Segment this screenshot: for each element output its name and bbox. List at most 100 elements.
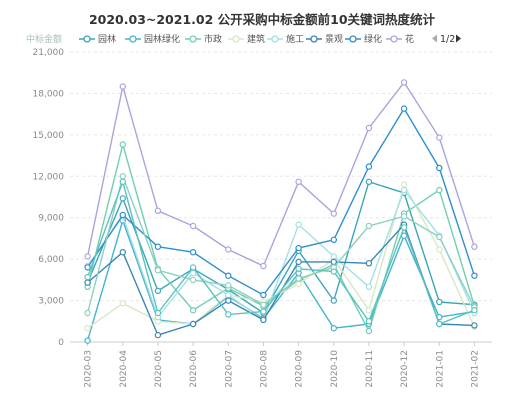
legend-item[interactable]: 施工 <box>267 33 304 45</box>
x-tick-label: 2020-05 <box>154 350 164 388</box>
data-point[interactable] <box>260 262 267 270</box>
data-point[interactable] <box>330 236 337 243</box>
data-point[interactable] <box>295 221 302 228</box>
data-point[interactable] <box>436 298 443 306</box>
data-point[interactable] <box>471 272 478 279</box>
data-point[interactable] <box>436 186 443 194</box>
data-point[interactable] <box>436 233 443 241</box>
data-point[interactable] <box>436 134 443 141</box>
data-point[interactable] <box>84 253 91 260</box>
data-point[interactable] <box>330 297 337 304</box>
data-point[interactable] <box>365 327 373 335</box>
data-point[interactable] <box>365 178 373 185</box>
data-point[interactable] <box>119 300 127 307</box>
y-tick-label: 0 <box>58 338 64 348</box>
data-point[interactable] <box>84 273 91 281</box>
data-point[interactable] <box>189 320 197 328</box>
legend[interactable]: 园林 园林绿化 市政 建筑 施工 景观 绿化 花 <box>79 33 414 45</box>
data-point[interactable] <box>225 246 232 253</box>
legend-label: 园林 <box>98 33 116 45</box>
data-point[interactable] <box>400 224 408 231</box>
data-point[interactable] <box>119 83 127 90</box>
data-point[interactable] <box>225 272 232 279</box>
data-point[interactable] <box>365 222 373 230</box>
data-point[interactable] <box>84 309 91 317</box>
series-line <box>86 181 475 325</box>
data-point[interactable] <box>295 265 302 272</box>
data-point[interactable] <box>471 322 478 329</box>
legend-item[interactable]: 绿化 <box>345 33 382 45</box>
data-point[interactable] <box>400 186 408 194</box>
data-point[interactable] <box>154 267 162 274</box>
data-point[interactable] <box>365 307 373 314</box>
data-point[interactable] <box>365 318 373 325</box>
data-point[interactable] <box>84 279 91 286</box>
legend-item[interactable]: 市政 <box>185 33 222 45</box>
y-tick-label: 18,000 <box>33 89 65 99</box>
data-point[interactable] <box>154 207 162 214</box>
legend-item[interactable]: 园林绿化 <box>125 33 180 45</box>
prev-page-icon[interactable] <box>432 34 437 43</box>
data-point[interactable] <box>436 320 443 328</box>
data-point[interactable] <box>295 244 302 252</box>
data-point[interactable] <box>330 325 337 332</box>
data-point[interactable] <box>330 268 337 275</box>
data-point[interactable] <box>154 309 162 317</box>
data-point[interactable] <box>119 211 127 219</box>
data-point[interactable] <box>400 181 408 188</box>
data-point[interactable] <box>189 222 197 230</box>
data-point[interactable] <box>154 243 162 250</box>
y-tick-label: 3,000 <box>38 297 64 307</box>
data-point[interactable] <box>225 282 232 289</box>
data-point[interactable] <box>260 308 267 315</box>
data-point[interactable] <box>330 258 337 266</box>
data-point[interactable] <box>119 248 127 256</box>
data-point[interactable] <box>330 210 337 217</box>
data-point[interactable] <box>189 264 197 271</box>
data-point[interactable] <box>295 178 302 185</box>
data-point[interactable] <box>260 291 267 299</box>
data-point[interactable] <box>365 260 373 267</box>
data-point[interactable] <box>189 276 197 284</box>
data-point[interactable] <box>400 105 408 112</box>
data-point[interactable] <box>84 325 91 332</box>
data-point[interactable] <box>471 243 478 250</box>
data-point[interactable] <box>436 164 443 172</box>
legend-item[interactable]: 花 <box>386 33 414 45</box>
data-point[interactable] <box>119 173 127 180</box>
legend-item[interactable]: 建筑 <box>228 33 265 45</box>
legend-marker-icon <box>83 35 91 43</box>
data-point[interactable] <box>189 269 197 277</box>
data-point[interactable] <box>400 79 408 86</box>
data-point[interactable] <box>365 163 373 170</box>
data-point[interactable] <box>119 141 127 148</box>
data-point[interactable] <box>84 264 91 271</box>
next-page-icon[interactable] <box>456 34 461 43</box>
data-point[interactable] <box>295 258 302 266</box>
series-line <box>86 175 476 314</box>
data-point[interactable] <box>295 280 302 288</box>
data-point[interactable] <box>295 275 302 282</box>
legend-item[interactable]: 景观 <box>306 34 343 45</box>
legend-item[interactable]: 园林 <box>79 33 116 45</box>
legend-pager[interactable]: 1/2 <box>432 34 461 45</box>
data-point[interactable] <box>189 248 197 256</box>
data-point[interactable] <box>260 316 267 324</box>
data-point[interactable] <box>154 331 162 339</box>
data-point[interactable] <box>119 178 127 185</box>
data-point[interactable] <box>225 311 232 318</box>
data-point[interactable] <box>260 301 267 308</box>
data-point[interactable] <box>189 307 197 314</box>
data-point[interactable] <box>119 195 127 202</box>
data-point[interactable] <box>330 253 337 260</box>
data-point[interactable] <box>400 213 408 220</box>
data-point[interactable] <box>471 307 478 314</box>
data-point[interactable] <box>225 297 232 304</box>
legend-marker-icon <box>349 35 357 43</box>
data-point[interactable] <box>365 283 373 290</box>
data-point[interactable] <box>436 246 443 253</box>
data-point[interactable] <box>225 291 232 299</box>
data-point[interactable] <box>84 337 91 344</box>
data-point[interactable] <box>365 124 373 132</box>
data-point[interactable] <box>154 287 162 295</box>
